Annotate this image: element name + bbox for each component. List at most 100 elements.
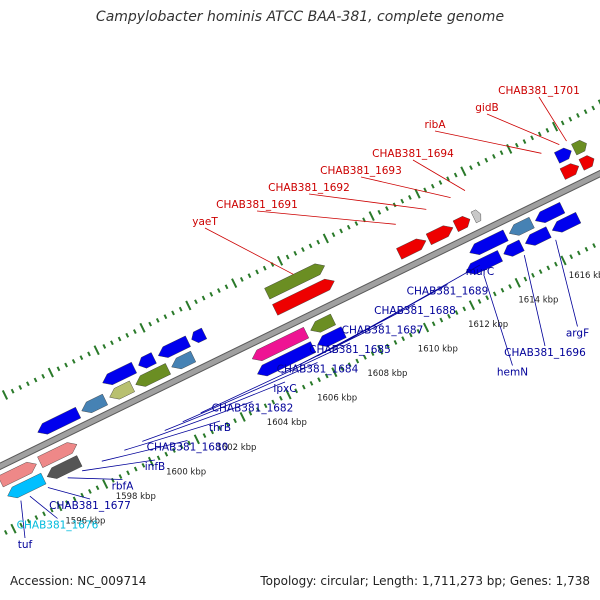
tick-upper — [576, 113, 580, 118]
tick-upper — [262, 265, 267, 271]
forward-gene-label: CHAB381_1692 — [268, 182, 350, 194]
tick-upper — [368, 211, 375, 221]
tick-upper — [276, 255, 284, 266]
reverse-gene-label: lpxC — [273, 383, 296, 395]
tick-lower — [309, 380, 314, 386]
tick-upper — [597, 99, 600, 105]
tick-upper — [64, 362, 68, 368]
forward-gene-label: CHAB381_1691 — [216, 199, 298, 211]
tick-upper — [125, 332, 130, 338]
scale-label: 1604 kbp — [267, 418, 307, 428]
tick-lower — [19, 522, 24, 528]
tick-upper — [224, 284, 229, 290]
reverse-gene — [135, 363, 171, 387]
tick-lower — [294, 388, 299, 394]
tick-upper — [110, 340, 114, 346]
tick-upper — [285, 254, 290, 260]
reverse-gene — [503, 239, 525, 257]
reverse-gene-label: infB — [145, 461, 165, 473]
tick-lower — [462, 306, 467, 312]
tick-upper — [400, 198, 405, 204]
forward-leader — [256, 210, 396, 225]
reverse-gene-label: CHAB381_1684 — [277, 364, 359, 376]
tick-upper — [377, 209, 382, 215]
reverse-gene-label: hemN — [497, 367, 528, 379]
genome-summary: Topology: circular; Length: 1,711,273 bp… — [260, 574, 590, 588]
reverse-gene-label: CHAB381_1687 — [342, 325, 424, 337]
reverse-leader — [523, 255, 546, 347]
tick-lower — [439, 317, 444, 323]
tick-lower — [42, 511, 46, 517]
reverse-leader — [82, 459, 156, 472]
tick-lower — [331, 367, 338, 378]
forward-gene-label: CHAB381_1701 — [498, 85, 580, 97]
tick-lower — [508, 284, 512, 289]
forward-gene — [578, 155, 595, 171]
reverse-leader — [182, 362, 318, 423]
tick-upper — [414, 188, 421, 199]
reverse-leader — [124, 420, 221, 451]
reverse-gene — [191, 327, 208, 343]
reverse-leader — [200, 342, 351, 414]
reverse-leader — [101, 440, 188, 462]
tick-lower — [285, 389, 292, 400]
forward-leader — [486, 113, 560, 145]
tick-upper — [522, 139, 527, 144]
tick-lower — [263, 403, 268, 409]
tick-lower — [102, 479, 109, 489]
reverse-gene — [310, 313, 336, 333]
gene-labels: 1596 kbp 1598 kbp 1600 kbp 1602 kbp 1604 kbp… — [17, 85, 600, 551]
forward-gene-label: CHAB381_1693 — [320, 165, 402, 177]
reverse-gene — [7, 472, 47, 499]
scale-label: 1612 kbp — [468, 320, 508, 330]
tick-lower — [514, 277, 521, 288]
scale-label: 1608 kbp — [367, 369, 407, 379]
tick-upper — [26, 381, 30, 387]
tick-lower — [416, 328, 421, 334]
gene-features — [0, 139, 595, 499]
reverse-leader — [47, 487, 91, 500]
tick-upper — [10, 388, 15, 394]
tick-upper — [163, 314, 168, 320]
tick-upper — [308, 243, 313, 249]
tick-lower — [239, 411, 246, 422]
tick-upper — [484, 157, 489, 163]
reverse-gene — [109, 380, 135, 400]
forward-gene — [37, 442, 78, 468]
reverse-gene-label: CHAB381_1680 — [147, 442, 229, 454]
reverse-gene-label: argF — [566, 328, 589, 340]
tick-upper — [93, 345, 100, 356]
tick-upper — [551, 121, 559, 132]
tick-upper — [423, 187, 428, 193]
tick-upper — [469, 165, 473, 171]
forward-leader — [434, 130, 542, 154]
tick-lower — [422, 322, 430, 333]
tick-upper — [33, 377, 38, 383]
reverse-gene — [551, 212, 582, 233]
reverse-leader — [483, 274, 513, 366]
tick-lower — [385, 343, 390, 349]
tick-upper — [301, 247, 305, 253]
tick-upper — [239, 276, 244, 282]
tick-marks — [0, 99, 600, 538]
tick-lower — [80, 492, 85, 498]
reverse-gene-label: CHAB381_1696 — [504, 347, 586, 359]
forward-gene — [272, 278, 335, 316]
tick-upper — [476, 161, 481, 167]
reverse-leader — [281, 323, 383, 374]
forward-gene — [452, 216, 471, 232]
tick-lower — [141, 462, 146, 468]
tick-upper — [87, 351, 91, 357]
forward-leader — [204, 227, 294, 275]
tick-lower — [468, 300, 475, 311]
genome-backbone — [0, 169, 600, 471]
tick-lower — [65, 500, 69, 506]
tick-upper — [194, 299, 198, 305]
tick-lower — [202, 433, 207, 438]
tick-upper — [460, 166, 467, 177]
tick-upper — [430, 183, 435, 189]
tick-upper — [41, 373, 46, 379]
tick-upper — [117, 336, 122, 342]
reverse-gene — [138, 352, 157, 369]
